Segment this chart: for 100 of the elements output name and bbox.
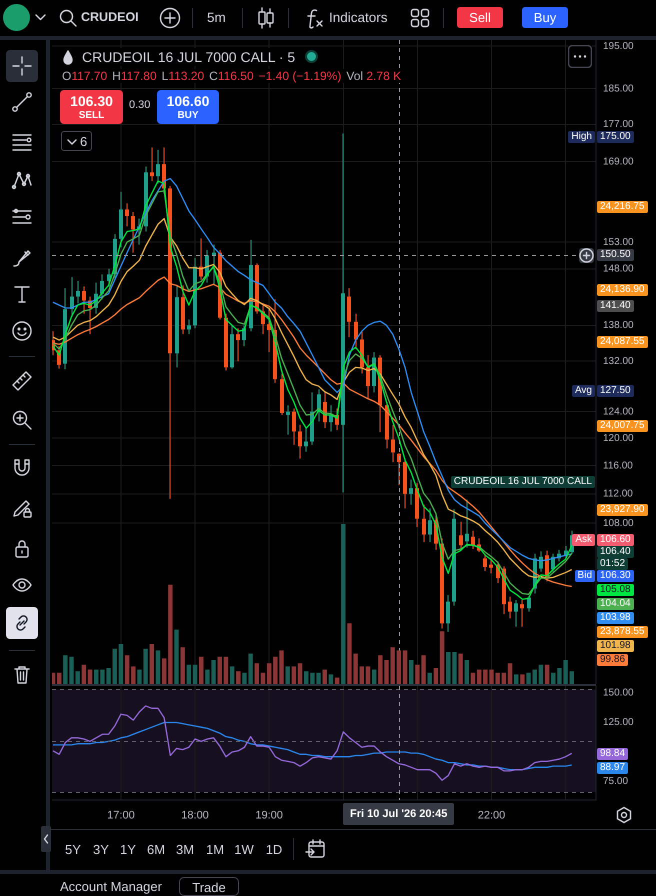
y-tick-label: 132.00 [603, 356, 634, 367]
bar [520, 674, 525, 684]
sell-button: Sell [457, 7, 503, 28]
bar [328, 674, 334, 684]
y-tick-label: 195.00 [603, 40, 634, 52]
bar [230, 666, 234, 684]
annotation: L113.20 [162, 69, 204, 83]
annotation: Vol 2.78 K [346, 69, 402, 83]
y-tick-label: 169.00 [603, 156, 634, 168]
bar [192, 664, 198, 684]
bar [298, 663, 302, 684]
text: 24,216.75 [597, 201, 648, 213]
y-tick-label: 177.00 [603, 119, 634, 130]
annotation: BUY [176, 110, 200, 121]
bar [421, 655, 426, 684]
annotation: O117.70 [62, 69, 108, 83]
annotation: 6 [80, 134, 88, 149]
text: CRUDEOIL 16 JUL 7000 CALL · 5 [80, 48, 298, 66]
text: 5m [207, 10, 226, 25]
bar [75, 671, 80, 684]
y-tick-label: 112.00 [603, 488, 634, 500]
text: Account Manager [60, 879, 162, 894]
bar [211, 660, 216, 684]
annotation: C116.50 [209, 69, 254, 83]
annotation: 106.30 [69, 93, 114, 109]
bar [150, 644, 154, 684]
bar [205, 670, 210, 684]
bar [56, 672, 62, 684]
bar [440, 631, 444, 684]
bar [198, 656, 204, 684]
tab: Trade [179, 877, 239, 896]
bar [408, 660, 414, 684]
bar [88, 670, 92, 684]
bar [322, 670, 327, 684]
text: 105.08 [597, 584, 634, 596]
x-tick-label: 22:00 [478, 810, 506, 822]
bar [254, 663, 260, 684]
bar [137, 670, 142, 684]
y-tick-label: 150.00 [603, 688, 634, 699]
text: 1W [233, 842, 255, 857]
bar [378, 655, 383, 684]
bar [285, 666, 290, 684]
bar [143, 648, 148, 684]
annotation: Avg 127.50 [574, 385, 632, 397]
bar [470, 672, 476, 684]
bar [242, 672, 247, 684]
text: 103.98 [597, 612, 634, 624]
bar [279, 650, 284, 684]
annotation: Bid 106.30 [576, 570, 632, 582]
buy-button: Buy [522, 7, 568, 28]
bar [402, 650, 408, 684]
bar [347, 623, 352, 684]
text: 1M [204, 842, 226, 857]
bar [82, 664, 86, 684]
bar [428, 672, 432, 684]
annotation: −1.40 (−1.19%) [258, 69, 342, 83]
text: Fri 10 Jul '26 20:45 [343, 803, 454, 825]
sell-button: 106.30 SELL [60, 90, 123, 124]
bar [63, 655, 68, 684]
y-tick-label: 138.00 [603, 320, 634, 332]
bar [180, 647, 185, 684]
y-tick-label: 75.00 [603, 776, 628, 788]
y-tick-label: 148.00 [603, 264, 634, 275]
text: 3M [174, 842, 196, 857]
text: 3Y [92, 842, 110, 857]
bar [292, 666, 296, 684]
bar [341, 524, 346, 684]
bar [508, 663, 512, 684]
annotation: H117.80 [112, 69, 157, 83]
candlestick [150, 148, 154, 182]
annotation: SELL [78, 110, 106, 121]
bar [372, 670, 376, 684]
bar [489, 670, 494, 684]
y-tick-label: 153.00 [603, 236, 634, 248]
text: 5Y [64, 842, 82, 857]
text: 88.97 [597, 762, 628, 774]
text: 1Y [119, 842, 137, 857]
bar [415, 664, 420, 684]
toggle-button: 6 [61, 131, 92, 151]
bar [156, 650, 160, 684]
bar [52, 672, 56, 684]
ref-line-label: 150.50 [597, 249, 634, 261]
text: CRUDEOI [81, 10, 139, 24]
x-tick-label: 18:00 [181, 810, 209, 822]
text: 1D [264, 842, 284, 857]
text: 6M [146, 842, 166, 857]
text: 104.04 [597, 598, 634, 610]
bar [434, 668, 438, 684]
annotation: CRUDEOIL 16 JUL 7000 CALL [450, 476, 595, 488]
y-tick-label: 116.00 [603, 460, 634, 472]
bar [174, 630, 179, 684]
bar [248, 654, 253, 684]
text: Indicators [329, 10, 388, 25]
bar [316, 672, 321, 684]
text: 01:52 [597, 558, 628, 570]
text: 24,007.75 [597, 420, 648, 432]
annotation: 0.30 [129, 99, 150, 111]
annotation: 106.60 [166, 93, 210, 109]
x-tick-label: 17:00 [107, 810, 135, 822]
buy-button: 106.60 BUY [157, 90, 219, 124]
